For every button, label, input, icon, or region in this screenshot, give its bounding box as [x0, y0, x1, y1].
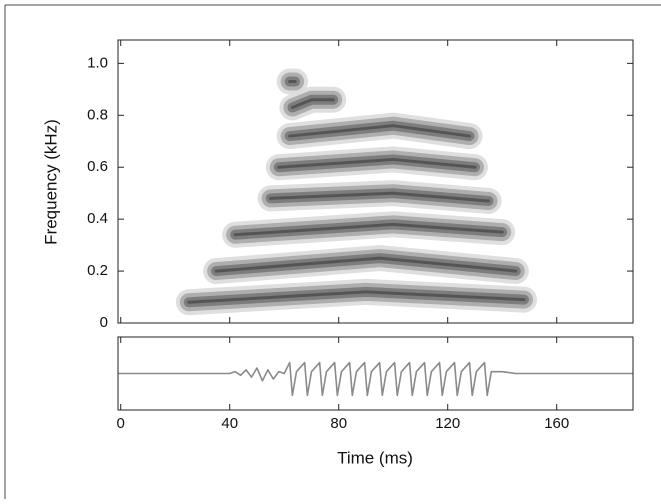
- y-tick-label: 0.6: [87, 158, 108, 175]
- y-axis-label: Frequency (kHz): [41, 119, 60, 245]
- harmonic-band: [288, 124, 472, 138]
- plot-frame: [117, 336, 634, 411]
- harmonic-band: [233, 222, 504, 237]
- x-tick-label: 120: [435, 415, 460, 432]
- harmonic-band: [187, 290, 526, 304]
- harmonic-band: [214, 256, 518, 273]
- harmonic-band: [269, 191, 491, 203]
- x-tick-label: 40: [221, 415, 238, 432]
- plot-frame: [117, 39, 634, 324]
- y-tick-label: 0.8: [87, 106, 108, 123]
- x-tick-label: 80: [330, 415, 347, 432]
- y-tick-label: 0.4: [87, 210, 108, 227]
- harmonic-band: [277, 157, 477, 169]
- harmonic-band: [290, 98, 335, 110]
- y-tick-label: 0: [100, 314, 108, 331]
- y-tick-label: 1.0: [87, 54, 108, 71]
- waveform-line: [118, 361, 633, 397]
- x-axis-label: Time (ms): [337, 448, 413, 467]
- x-tick-label: 160: [544, 415, 569, 432]
- x-tick-label: 0: [117, 415, 125, 432]
- y-tick-label: 0.2: [87, 262, 108, 279]
